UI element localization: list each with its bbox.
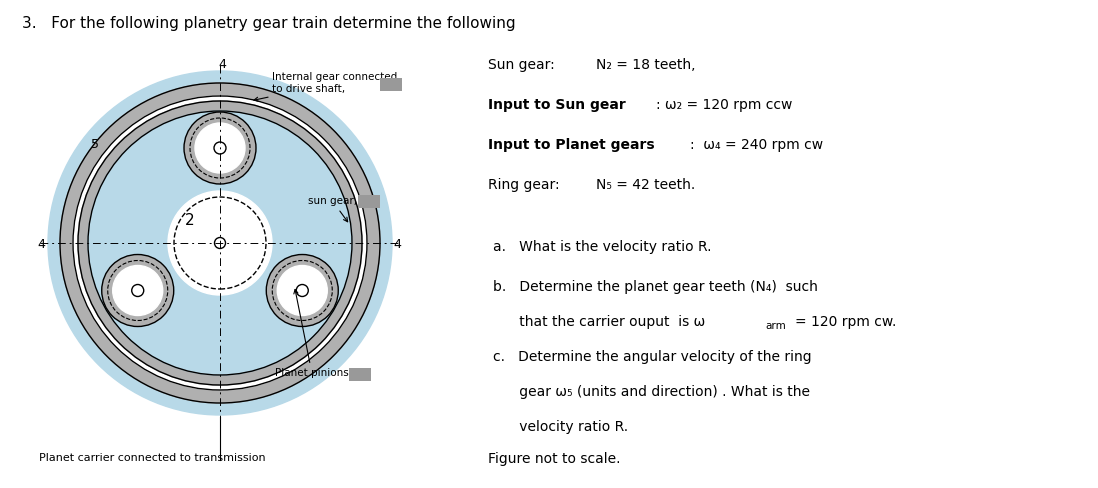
FancyBboxPatch shape	[349, 368, 371, 381]
Text: arm: arm	[765, 321, 786, 331]
Text: 5: 5	[91, 139, 99, 151]
Text: velocity ratio R.: velocity ratio R.	[493, 420, 628, 434]
Circle shape	[78, 101, 362, 385]
Text: N₂ = 18 teeth,: N₂ = 18 teeth,	[596, 58, 695, 72]
Text: Planet carrier connected to transmission: Planet carrier connected to transmission	[38, 453, 266, 463]
Text: 4: 4	[37, 239, 45, 251]
Text: 2: 2	[186, 213, 194, 228]
Text: = 120 rpm cw.: = 120 rpm cw.	[795, 315, 896, 329]
Text: a.   What is the velocity ratio R.: a. What is the velocity ratio R.	[493, 240, 712, 254]
Circle shape	[88, 111, 352, 375]
Text: :  ω₄ = 240 rpm cw: : ω₄ = 240 rpm cw	[690, 138, 824, 152]
Text: Ring gear:: Ring gear:	[488, 178, 560, 192]
Text: 4: 4	[393, 239, 401, 251]
Text: Internal gear connected
to drive shaft,: Internal gear connected to drive shaft,	[254, 72, 397, 102]
Text: Sun gear:: Sun gear:	[488, 58, 554, 72]
Circle shape	[214, 238, 225, 248]
FancyBboxPatch shape	[358, 195, 380, 208]
Text: sun gear,: sun gear,	[309, 196, 357, 222]
Circle shape	[72, 96, 367, 390]
Text: Input to Planet gears: Input to Planet gears	[488, 138, 654, 152]
Circle shape	[214, 142, 226, 154]
Text: Input to Sun gear: Input to Sun gear	[488, 98, 626, 112]
FancyBboxPatch shape	[380, 78, 402, 91]
Circle shape	[267, 255, 338, 326]
Circle shape	[195, 123, 245, 173]
Circle shape	[184, 112, 256, 184]
Text: b.   Determine the planet gear teeth (N₄)  such: b. Determine the planet gear teeth (N₄) …	[493, 280, 818, 294]
Circle shape	[296, 285, 309, 297]
Text: c.   Determine the angular velocity of the ring: c. Determine the angular velocity of the…	[493, 350, 811, 364]
Circle shape	[113, 265, 163, 316]
Text: 4: 4	[219, 58, 226, 71]
Text: 3.   For the following planetry gear train determine the following: 3. For the following planetry gear train…	[22, 16, 516, 31]
Circle shape	[132, 285, 144, 297]
Circle shape	[60, 83, 380, 403]
Text: gear ω₅ (units and direction) . What is the: gear ω₅ (units and direction) . What is …	[493, 385, 810, 399]
Text: Figure not to scale.: Figure not to scale.	[488, 452, 620, 466]
Text: N₅ = 42 teeth.: N₅ = 42 teeth.	[596, 178, 695, 192]
Circle shape	[168, 191, 272, 295]
Text: : ω₂ = 120 rpm ccw: : ω₂ = 120 rpm ccw	[656, 98, 793, 112]
Circle shape	[278, 265, 327, 316]
Text: Planet pinions: Planet pinions	[274, 289, 349, 378]
Circle shape	[48, 71, 392, 415]
Circle shape	[102, 255, 173, 326]
Text: that the carrier ouput  is ω: that the carrier ouput is ω	[493, 315, 705, 329]
